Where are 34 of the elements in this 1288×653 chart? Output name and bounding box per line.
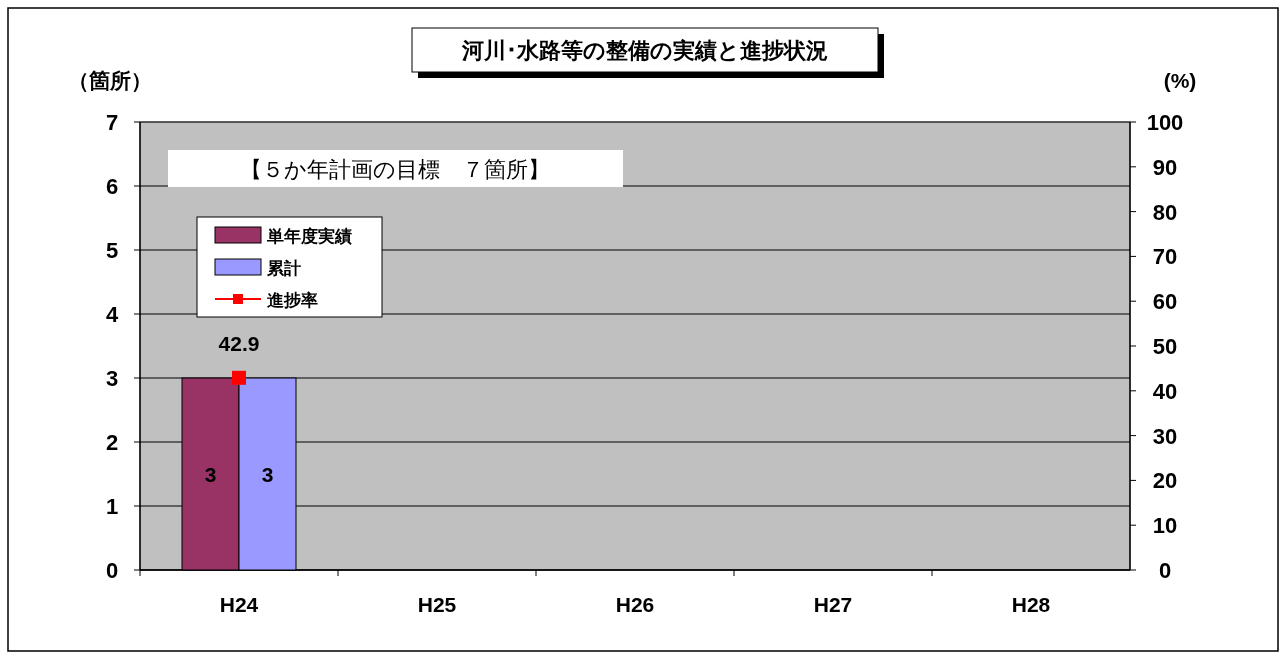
data-label: 3 xyxy=(261,463,274,486)
x-tick-label: H26 xyxy=(615,593,655,616)
y2-tick-label: 50 xyxy=(1152,334,1178,359)
y2-tick-label: 90 xyxy=(1152,154,1178,180)
chart-title: 河川･水路等の整備の実績と進捗状況 xyxy=(461,38,828,63)
y-tick-label: 3 xyxy=(105,366,119,391)
y2-tick-label: 100 xyxy=(1146,110,1184,135)
y-tick-label: 2 xyxy=(105,430,119,455)
data-label: 3 xyxy=(204,463,217,486)
y-tick-label: 0 xyxy=(105,558,119,583)
y-tick-label: 6 xyxy=(105,174,119,199)
y-tick-label: 1 xyxy=(105,494,119,519)
legend-label: 単年度実績 xyxy=(266,227,352,246)
y-tick-label: 7 xyxy=(105,110,119,135)
y2-tick-label: 20 xyxy=(1152,468,1178,494)
x-tick-label: H24 xyxy=(219,593,259,616)
legend-label: 進捗率 xyxy=(267,291,318,310)
x-tick-label: H25 xyxy=(417,593,457,616)
data-label: 42.9 xyxy=(218,331,260,355)
y2-tick-label: 80 xyxy=(1152,199,1178,225)
y2-tick-label: 70 xyxy=(1152,244,1178,270)
y-tick-label: 4 xyxy=(105,302,119,327)
y-axis-title: （箇所） xyxy=(68,69,152,92)
legend-label: 累計 xyxy=(266,259,301,278)
x-tick-label: H28 xyxy=(1011,593,1051,616)
annotation: 【５か年計画の目標 ７箇所】 xyxy=(240,157,550,182)
y2-axis-title: (%) xyxy=(1163,69,1197,92)
y2-tick-label: 60 xyxy=(1152,289,1178,315)
x-tick-label: H27 xyxy=(813,593,853,616)
y2-tick-label: 10 xyxy=(1152,513,1178,539)
y-tick-label: 5 xyxy=(105,238,119,263)
y2-tick-label: 40 xyxy=(1152,378,1178,404)
y2-tick-label: 0 xyxy=(1158,558,1172,583)
y2-tick-label: 30 xyxy=(1152,423,1178,449)
